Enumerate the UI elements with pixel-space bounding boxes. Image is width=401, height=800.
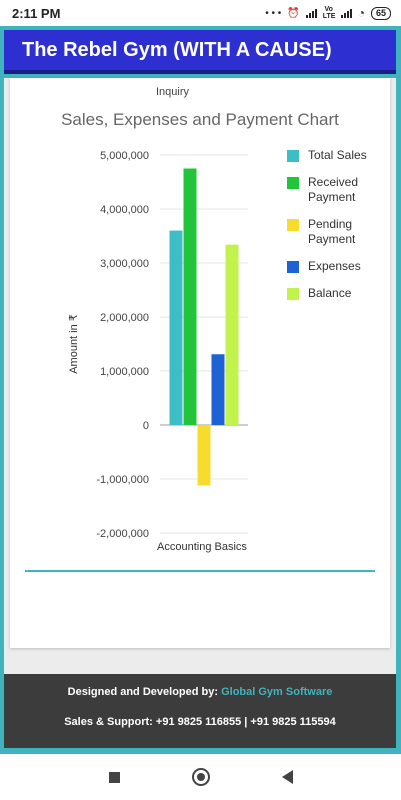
legend-label: Expenses <box>308 259 361 273</box>
legend-label: Pending Payment <box>308 217 356 246</box>
signal-icon <box>305 8 317 18</box>
bar-balance <box>225 244 239 425</box>
legend-item: Balance <box>287 286 387 301</box>
bar-expenses <box>211 354 225 425</box>
footer-credit: Designed and Developed by: Global Gym So… <box>4 686 396 698</box>
network-label: Vo LTE <box>322 6 336 20</box>
divider <box>25 570 375 572</box>
wifi-icon: ◔ <box>357 6 365 20</box>
y-tick-label: 1,000,000 <box>100 366 149 378</box>
legend-label: Balance <box>308 286 352 300</box>
inquiry-label: Inquiry <box>156 86 190 98</box>
status-icons: • • • ⏰ Vo LTE ◔ 65 <box>265 6 391 20</box>
chart-plot: 5,000,000 4,000,000 3,000,000 2,000,000 1,00… <box>68 150 248 553</box>
chart-legend: Total Sales Received Payment Pending Payme… <box>287 148 387 313</box>
status-time: 2:11 PM <box>12 5 61 21</box>
y-tick-label: 4,000,000 <box>100 204 149 216</box>
legend-item: Expenses <box>287 259 387 274</box>
legend-label: Received Payment <box>308 175 359 204</box>
app-header: The Rebel Gym (WITH A CAUSE) <box>4 30 396 74</box>
chart-card: Inquiry Sales, Expenses and Payment Char… <box>10 78 390 648</box>
y-tick-label: 5,000,000 <box>100 150 149 162</box>
app-title: The Rebel Gym (WITH A CAUSE) <box>22 38 332 61</box>
alarm-icon: ⏰ <box>287 7 300 19</box>
legend-item: Pending Payment <box>287 217 387 247</box>
system-nav-bar <box>0 754 401 800</box>
signal-icon-2 <box>340 8 352 18</box>
legend-label: Total Sales <box>308 148 367 162</box>
bar-received-payment <box>183 168 197 425</box>
chart-title: Sales, Expenses and Payment Chart <box>61 110 339 129</box>
bar-total-sales <box>169 230 183 425</box>
recents-icon[interactable] <box>108 771 120 783</box>
bar-pending-payment <box>197 425 211 486</box>
content-area[interactable]: Inquiry Sales, Expenses and Payment Char… <box>4 78 396 674</box>
legend-swatch <box>287 261 299 273</box>
y-tick-label: 2,000,000 <box>100 312 149 324</box>
footer-credit-label: Designed and Developed by: <box>67 686 219 698</box>
status-bar: 2:11 PM • • • ⏰ Vo LTE ◔ 65 <box>0 0 401 26</box>
battery-icon: 65 <box>370 6 391 20</box>
y-tick-label: -1,000,000 <box>96 474 149 486</box>
notification-dots: • • • <box>265 7 282 19</box>
legend-swatch <box>287 150 299 162</box>
footer: Designed and Developed by: Global Gym So… <box>4 674 396 748</box>
app-frame: The Rebel Gym (WITH A CAUSE) Inquiry Sal… <box>0 26 401 754</box>
y-axis-label: Amount in ₹ <box>68 314 80 374</box>
y-tick-label: 0 <box>143 420 149 432</box>
legend-item: Total Sales <box>287 148 387 163</box>
developer-link[interactable]: Global Gym Software <box>221 686 333 698</box>
x-category-label: Accounting Basics <box>157 541 247 553</box>
y-tick-label: 3,000,000 <box>100 258 149 270</box>
legend-swatch <box>287 288 299 300</box>
home-icon[interactable] <box>191 768 210 786</box>
legend-swatch <box>287 177 299 189</box>
legend-item: Received Payment <box>287 175 387 205</box>
back-icon[interactable] <box>281 770 293 784</box>
legend-swatch <box>287 219 299 231</box>
footer-support: Sales & Support: +91 9825 116855 | +91 9… <box>64 716 336 728</box>
y-tick-label: -2,000,000 <box>96 528 149 540</box>
